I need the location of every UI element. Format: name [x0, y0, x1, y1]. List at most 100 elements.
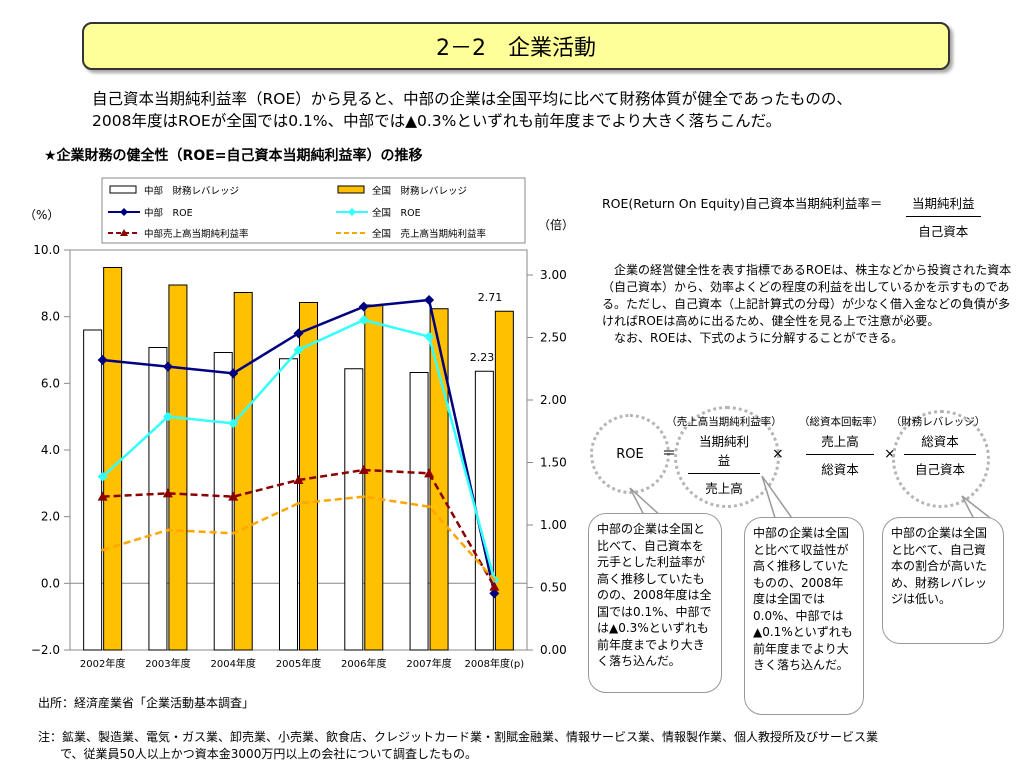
legend-zenkoku-lev: 全国 財務レバレッジ [372, 185, 467, 197]
roe-explanation-p1: 企業の経営健全性を表す指標であるROEは、株主などから投資された資本（自己資本）… [602, 263, 1012, 328]
roe-bubble: ROE [590, 414, 670, 494]
line-series [97, 295, 500, 599]
right-tick-label: 0.50 [540, 581, 567, 595]
intro-line-1: 自己資本当期純利益率（ROE）から見ると、中部の企業は全国平均に比べて財務体質が… [92, 90, 852, 108]
chubu_margin-point [358, 465, 369, 474]
fraction-margin: 当期純利益 売上高 [688, 431, 760, 497]
zenkoku_roe-point [293, 345, 304, 355]
zenkoku_roe-point [228, 418, 239, 429]
legend-marker-chubu-margin [120, 229, 128, 236]
chubu_lev-bar [83, 329, 103, 651]
chubu_roe-point [424, 295, 435, 305]
zenkoku_margin-point [101, 548, 105, 552]
roe-formula-denominator: 自己資本 [918, 224, 969, 239]
callout-roe: 中部の企業は全国と比べて、自己資本を元手とした利益率が高く推移していたものの、2… [588, 513, 722, 693]
fraction-margin-num: 当期純利益 [688, 431, 760, 474]
legend-zenkoku-roe: 全国 ROE [372, 207, 421, 219]
right-tick-label: 1.00 [540, 518, 567, 532]
left-tick-label: 2.0 [41, 510, 60, 524]
fraction-leverage: 総資本 自己資本 [904, 431, 976, 478]
right-axis-unit: （倍） [538, 217, 574, 232]
times-sign-2: × [884, 446, 896, 462]
chubu_lev-bar [409, 372, 429, 651]
left-tick-label: 0.0 [41, 576, 60, 590]
right-tick-label: 1.50 [540, 456, 567, 470]
chubu_roe-point [228, 368, 239, 379]
fraction-turnover-num: 売上高 [806, 431, 874, 455]
note-line-1: 注：鉱業、製造業、電気・ガス業、卸売業、小売業、飲食店、クレジットカード業・割賦… [38, 730, 879, 744]
chubu_roe-point [293, 328, 304, 339]
label-chubu-lev-last: 2.23 [470, 351, 495, 364]
legend-swatch-chubu-lev [109, 185, 137, 194]
zenkoku_margin-point [297, 501, 300, 505]
right-axis-ticks: 3.00 2.50 2.00 1.50 1.00 0.50 0.00 [527, 268, 567, 657]
zenkoku_margin-point [427, 505, 431, 509]
fraction-margin-den: 売上高 [705, 481, 743, 496]
left-axis-ticks: 10.0 8.0 6.0 4.0 2.0 0.0 −2.0 [31, 243, 70, 657]
category-label: 2006年度 [341, 657, 386, 670]
label-zenkoku-lev-last: 2.71 [478, 291, 503, 304]
note-line-2: で、従業員50人以上かつ資本金3000万円以上の会社について調査したもの。 [60, 747, 477, 761]
bar-series [83, 267, 514, 651]
right-tick-label: 2.00 [540, 393, 567, 407]
roe-bubble-label: ROE [616, 446, 644, 462]
chubu_margin-point [489, 581, 500, 591]
zenkoku_lev-bar [168, 284, 188, 651]
category-labels: 2002年度 2003年度 2004年度 2005年度 2006年度 2007年度 2008… [80, 657, 524, 670]
legend-swatch-zenkoku-lev [337, 185, 365, 194]
left-axis-unit: （%） [24, 208, 59, 222]
leverage-bubble [892, 410, 990, 508]
legend-chubu-roe: 中部 ROE [144, 207, 193, 219]
zenkoku_lev-bar [494, 310, 514, 651]
left-tick-label: 8.0 [41, 310, 60, 324]
note-text: 注：鉱業、製造業、電気・ガス業、卸売業、小売業、飲食店、クレジットカード業・割賦… [38, 729, 878, 763]
fraction-turnover: 売上高 総資本 [806, 431, 874, 478]
legend-chubu-lev: 中部 財務レバレッジ [144, 185, 239, 197]
zenkoku_margin-point [492, 578, 496, 582]
callout-leverage: 中部の企業は全国と比べて、自己資本の割合が高いため、財務レバレッジは低い。 [882, 517, 1004, 644]
chubu_roe-point [97, 355, 108, 365]
intro-line-2: 2008年度はROEが全国では0.1%、中部では▲0.3%といずれも前年度までよ… [92, 112, 782, 130]
legend-box [101, 177, 526, 244]
chart-subheading: ★企業財務の健全性（ROE=自己資本当期純利益率）の推移 [44, 148, 423, 164]
chubu_margin-point [228, 491, 239, 501]
chubu_margin-point [293, 475, 304, 484]
zenkoku_margin-point [166, 528, 170, 532]
chubu_roe-point [162, 361, 173, 372]
category-label: 2002年度 [80, 657, 125, 670]
left-tick-label: 10.0 [33, 243, 60, 257]
category-label: 2007年度 [406, 657, 451, 670]
zenkoku_margin-point [231, 531, 235, 535]
left-tick-label: 6.0 [41, 376, 60, 390]
roe-explanation: 企業の経営健全性を表す指標であるROEは、株主などから投資された資本（自己資本）… [602, 262, 1016, 347]
zenkoku_roe-point [358, 315, 369, 325]
zenkoku_roe-point [97, 471, 108, 482]
right-tick-label: 3.00 [540, 268, 567, 282]
cap-margin: （売上高当期純利益率） [666, 416, 782, 428]
chubu_roe-point [358, 301, 369, 312]
zenkoku_lev-bar [233, 292, 253, 651]
roe-chart: 中部 財務レバレッジ 全国 財務レバレッジ 中部 ROE 全国 ROE 中部売上… [24, 177, 574, 670]
fraction-leverage-den: 自己資本 [914, 462, 965, 477]
zenkoku_margin-point [362, 495, 366, 499]
margin-bubble [674, 406, 780, 508]
right-tick-label: 0.00 [540, 643, 567, 657]
fraction-leverage-num: 総資本 [904, 431, 976, 455]
chubu_margin-point [162, 488, 173, 498]
chubu_roe-point [489, 588, 500, 599]
chubu_margin-point [97, 491, 108, 501]
callout-margin: 中部の企業は全国と比べて収益性が高く推移していたものの、2008年度は全国では0… [744, 517, 864, 715]
category-label: 2004年度 [210, 657, 255, 670]
page-title: 2－2 企業活動 [82, 22, 950, 70]
legend-chubu-margin: 中部売上高当期純利益率 [144, 228, 249, 240]
roe-formula-lhs: ROE(Return On Equity)自己資本当期純利益率＝ [602, 196, 883, 211]
legend-marker-chubu-roe [120, 208, 128, 216]
left-tick-label: −2.0 [31, 643, 60, 657]
left-tick-label: 4.0 [41, 443, 60, 457]
source-text: 出所：経済産業省「企業活動基本調査」 [38, 696, 255, 710]
cap-leverage: （財務レバレッジ） [890, 416, 986, 428]
equals-sign: ＝ [662, 446, 676, 462]
category-label: 2003年度 [145, 657, 190, 670]
chubu_lev-bar [213, 352, 233, 651]
